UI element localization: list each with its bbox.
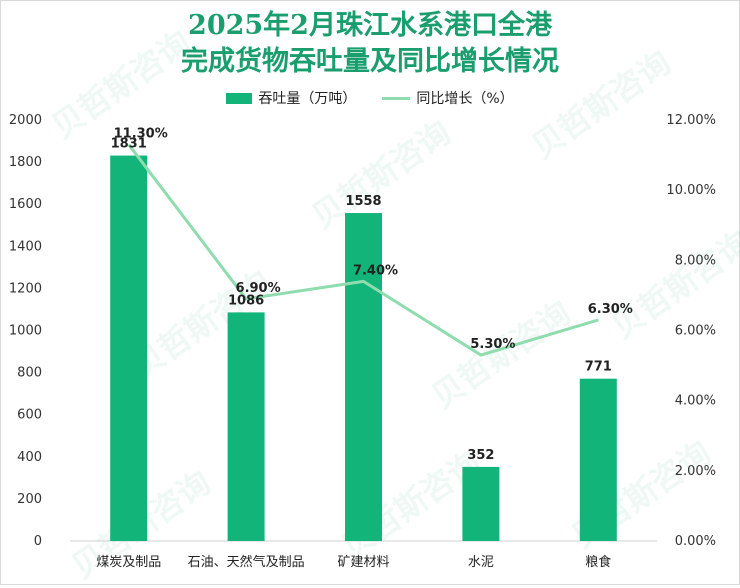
- x-category-label: 石油、天然气及制品: [188, 554, 305, 570]
- y-left-tick-label: 1200: [9, 281, 42, 296]
- y-left-tick-label: 1800: [9, 155, 42, 170]
- y-right-tick-label: 0.00%: [675, 534, 716, 549]
- x-category-label: 矿建材料: [337, 555, 389, 570]
- bar-value-label: 1831: [111, 137, 147, 152]
- y-left-tick-label: 400: [17, 450, 42, 465]
- y-right-tick-label: 6.00%: [675, 324, 716, 339]
- y-right-tick-label: 2.00%: [675, 464, 716, 479]
- line-value-label: 5.30%: [470, 337, 515, 352]
- bar-value-label: 1558: [345, 194, 381, 209]
- y-left-tick-label: 2000: [9, 113, 42, 128]
- bar: [462, 466, 500, 541]
- y-left-tick-label: 1400: [9, 239, 42, 254]
- line-value-label: 6.30%: [588, 302, 633, 317]
- y-right-tick-label: 4.00%: [675, 394, 716, 409]
- y-left-tick-label: 800: [17, 366, 42, 381]
- y-left-tick-label: 0: [34, 534, 42, 549]
- legend-bar-swatch: [226, 92, 253, 104]
- x-category-label: 水泥: [468, 555, 494, 570]
- legend-line-label: 同比增长（%）: [416, 91, 514, 107]
- bar: [345, 213, 382, 541]
- legend-bar-label: 吞吐量（万吨）: [258, 91, 357, 107]
- x-category-label: 粮食: [585, 554, 611, 570]
- y-right-tick-label: 10.00%: [666, 183, 716, 198]
- y-left-tick-label: 600: [17, 408, 42, 423]
- y-right-tick-label: 12.00%: [666, 113, 716, 128]
- chart-title-line1: 2025年2月珠江水系港口全港: [188, 10, 552, 41]
- y-right-tick-label: 8.00%: [675, 253, 716, 268]
- bar-value-label: 352: [467, 448, 494, 463]
- x-category-label: 煤炭及制品: [96, 555, 161, 570]
- chart-legend: 吞吐量（万吨） 同比增长（%）: [0, 88, 740, 108]
- bar: [110, 155, 148, 541]
- y-left-tick-label: 200: [17, 492, 42, 507]
- bar-value-label: 1086: [228, 293, 264, 308]
- line-value-label: 7.40%: [353, 263, 398, 278]
- bar: [227, 312, 265, 541]
- y-left-tick-label: 1000: [9, 324, 42, 339]
- legend-item-bar: 吞吐量（万吨）: [226, 88, 356, 108]
- chart-title: 2025年2月珠江水系港口全港 完成货物吞吐量及同比增长情况: [0, 8, 740, 80]
- legend-line-swatch: [382, 96, 411, 100]
- legend-item-line: 同比增长（%）: [382, 88, 514, 108]
- y-left-tick-label: 1600: [9, 197, 42, 212]
- line-value-label: 11.30%: [114, 127, 168, 142]
- bar: [579, 378, 617, 541]
- growth-line: [127, 143, 599, 357]
- line-value-label: 6.90%: [236, 281, 281, 296]
- chart-title-line2: 完成货物吞吐量及同比增长情况: [181, 46, 559, 77]
- bar-value-label: 771: [585, 360, 612, 375]
